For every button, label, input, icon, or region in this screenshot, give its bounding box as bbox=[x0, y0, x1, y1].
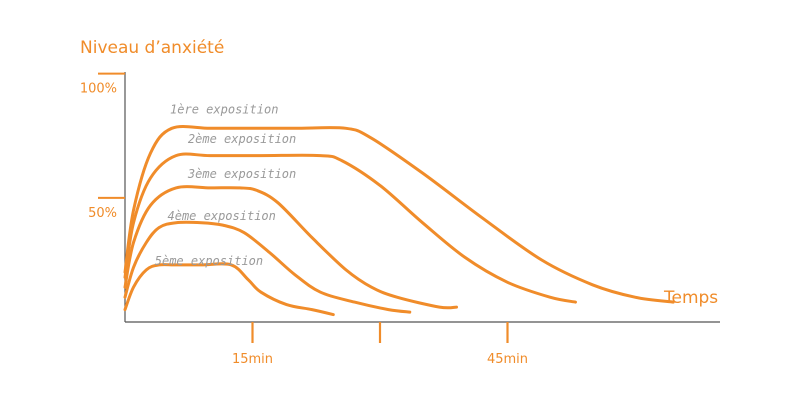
y-ticks: 100% 50% bbox=[80, 72, 125, 221]
series-labels: 1ère exposition 2ème exposition 3ème expos… bbox=[155, 102, 297, 267]
series-line bbox=[123, 220, 412, 314]
series-label: 5ème exposition bbox=[155, 254, 263, 268]
x-tick-label: 15min bbox=[232, 352, 273, 367]
series-line bbox=[123, 152, 577, 304]
series-line bbox=[123, 124, 675, 304]
y-tick-label: 50% bbox=[88, 206, 117, 221]
series-line bbox=[123, 185, 458, 310]
x-axis-label: Temps bbox=[663, 288, 718, 308]
x-ticks: 15min 45min bbox=[232, 322, 528, 367]
y-axis-label: Niveau d’anxiété bbox=[80, 38, 224, 58]
y-tick-label: 100% bbox=[80, 82, 117, 97]
series-line bbox=[123, 262, 335, 317]
series-label: 1ère exposition bbox=[170, 102, 278, 116]
series-lines bbox=[123, 124, 675, 317]
series-label: 2ème exposition bbox=[188, 132, 296, 146]
series-label: 4ème exposition bbox=[168, 209, 276, 223]
series-label: 3ème exposition bbox=[187, 167, 296, 181]
x-tick-label: 45min bbox=[487, 352, 528, 367]
